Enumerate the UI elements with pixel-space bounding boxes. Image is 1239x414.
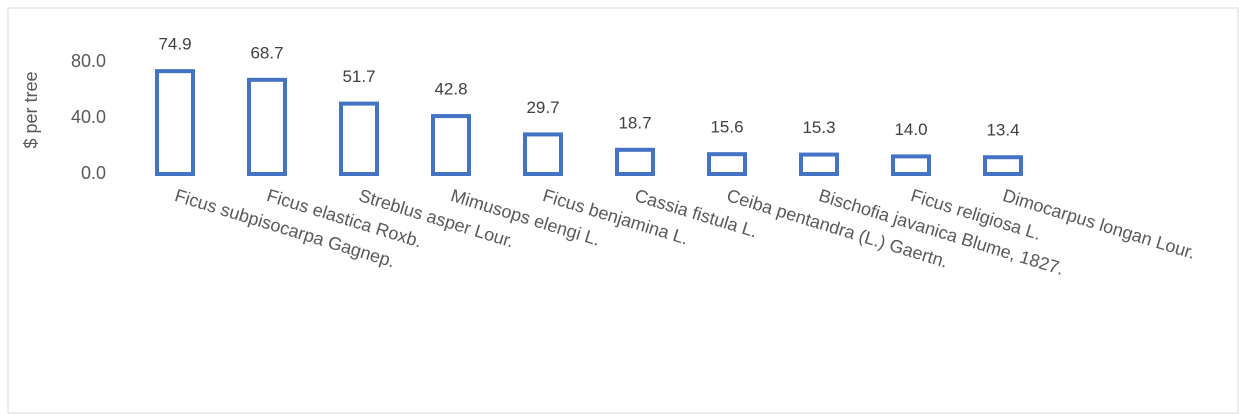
data-label: 14.0: [894, 120, 927, 139]
y-axis-label: $ per tree: [21, 71, 41, 148]
y-tick-label: 0.0: [81, 163, 106, 183]
bar: [983, 155, 1023, 177]
data-label: 74.9: [158, 35, 191, 54]
data-label: 51.7: [342, 67, 375, 86]
data-label: 18.7: [618, 113, 651, 132]
bar: [707, 152, 747, 177]
chart-frame: [7, 7, 1239, 414]
bar: [247, 77, 287, 176]
data-label: 13.4: [986, 121, 1019, 140]
data-label: 15.3: [802, 118, 835, 137]
bar: [339, 101, 379, 176]
data-label: 15.6: [710, 118, 743, 137]
data-label: 68.7: [250, 43, 283, 62]
bar: [155, 69, 195, 176]
y-tick-label: 40.0: [71, 107, 106, 127]
bar: [431, 114, 471, 176]
bar: [523, 132, 563, 176]
data-label: 42.8: [434, 80, 467, 99]
data-label: 29.7: [526, 98, 559, 117]
y-tick-label: 80.0: [71, 51, 106, 71]
bar: [799, 152, 839, 177]
bar: [615, 147, 655, 177]
bar: [891, 154, 931, 176]
